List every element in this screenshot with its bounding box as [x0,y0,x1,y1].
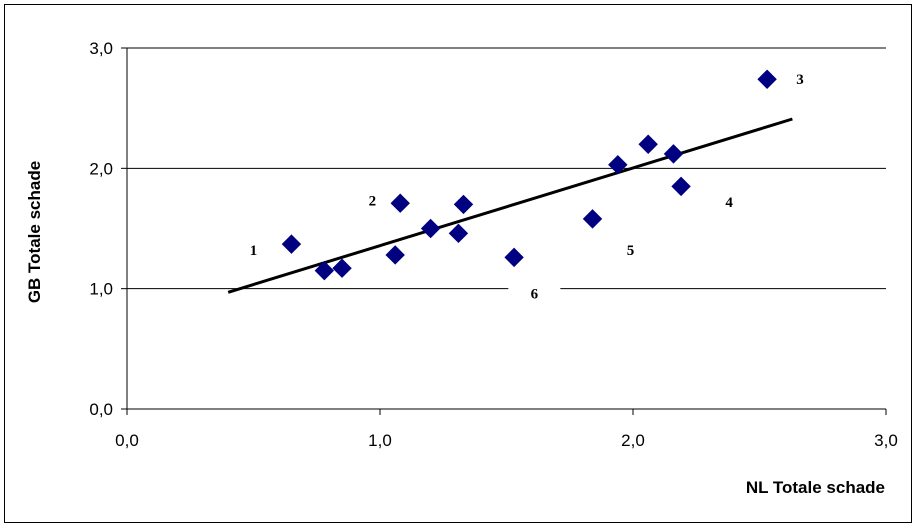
data-point [582,209,603,229]
data-point [453,194,474,215]
annotation-label: 2 [369,194,377,210]
data-point [385,245,405,265]
data-points [281,69,777,281]
x-tick-label: 0,0 [115,431,139,450]
annotation-label: 1 [250,243,258,259]
y-axis-title: GB Totale schade [25,161,44,303]
trendline-group [227,117,793,294]
axes [121,47,887,415]
annotation-bg [508,278,561,305]
y-tick-label: 3,0 [89,39,113,58]
data-point [314,260,335,281]
data-point [332,258,352,278]
data-point [663,144,684,164]
data-point [504,247,524,268]
tick-labels: 0,0 1,0 2,0 3,0 0,0 1,0 2,0 3,0 [89,39,897,450]
data-point [608,155,628,175]
trendline [227,117,793,294]
annotation-label: 3 [796,72,804,88]
y-tick-label: 1,0 [89,280,113,299]
x-tick-label: 2,0 [621,431,645,450]
data-point [420,218,441,239]
x-axis-title: NL Totale schade [746,478,885,497]
data-point [390,193,410,213]
chart-frame [4,4,912,523]
annotation-label: 5 [627,243,635,259]
data-point [671,176,691,197]
x-tick-label: 3,0 [874,431,898,450]
annotations: 1 2 3 4 5 6 [250,72,804,305]
data-point [281,234,302,254]
data-point [448,223,469,244]
annotation-label: 6 [531,286,539,302]
data-point [757,69,777,89]
grid-lines [127,47,886,290]
x-tick-label: 1,0 [368,431,392,450]
data-point [638,134,658,154]
annotation-label: 4 [725,195,733,211]
y-tick-label: 0,0 [89,400,113,419]
y-tick-label: 2,0 [89,159,113,178]
